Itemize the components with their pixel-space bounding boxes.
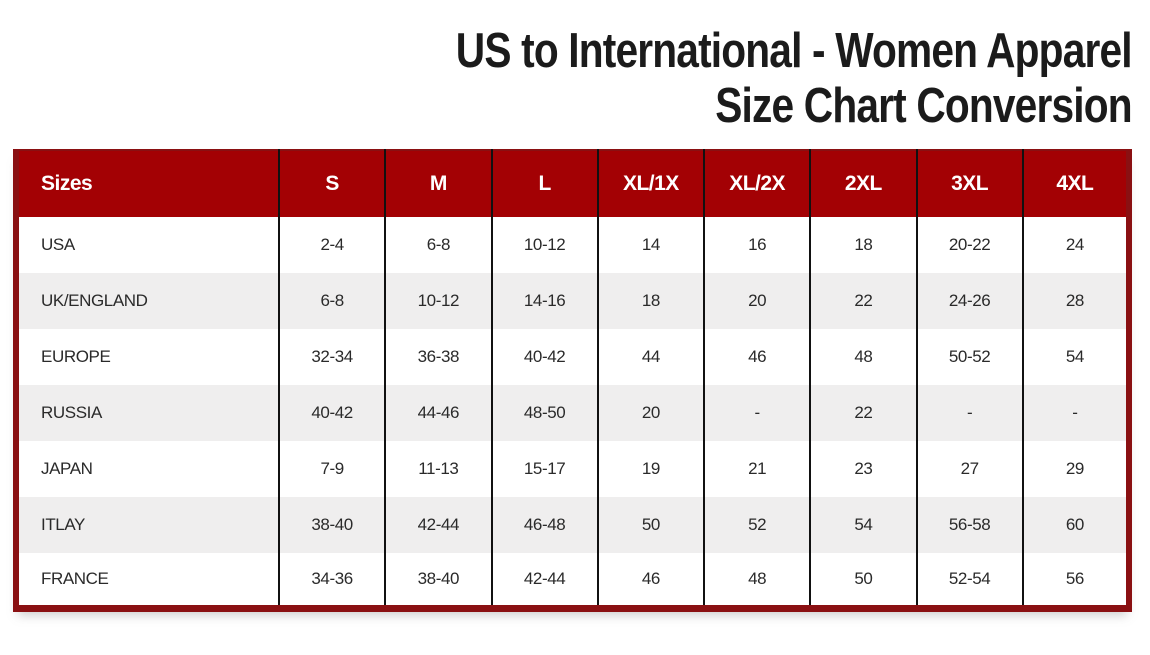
size-cell: 24-26 [915, 272, 1023, 329]
size-cell: 48 [702, 552, 811, 609]
column-header-sizes: Sizes [16, 149, 279, 217]
size-cell: 24 [1021, 216, 1129, 273]
size-cell: 52 [702, 496, 811, 553]
size-cell: 44 [596, 328, 704, 385]
size-cell: 10-12 [384, 272, 492, 329]
table-row: EUROPE 32-34 36-38 40-42 44 46 48 50-52 54 [16, 328, 1129, 385]
table-header: Sizes S M L XL/1X XL/2X 2XL 3XL 4XL [16, 149, 1129, 217]
size-cell: 6-8 [384, 216, 492, 273]
size-cell: 7-9 [277, 440, 386, 497]
row-label: ITLAY [41, 514, 85, 534]
table-row: FRANCE 34-36 38-40 42-44 46 48 50 52-54 56 [16, 552, 1129, 609]
size-cell: 20 [596, 384, 704, 441]
column-header: 3XL [915, 149, 1023, 217]
header-row: Sizes S M L XL/1X XL/2X 2XL 3XL 4XL [16, 149, 1129, 217]
size-cell: 22 [809, 384, 917, 441]
size-cell: 21 [702, 440, 811, 497]
size-cell: 6-8 [277, 272, 386, 329]
table-row: RUSSIA 40-42 44-46 48-50 20-22- - [16, 384, 1129, 441]
size-cell: 54 [809, 496, 917, 553]
column-header: 4XL [1021, 149, 1129, 217]
size-cell: 38-40 [277, 496, 386, 553]
size-cell: 29 [1021, 440, 1129, 497]
size-cell: 52-54 [915, 552, 1023, 609]
column-header: L [490, 149, 598, 217]
title-line-1: US to International - Women Apparel [455, 24, 1133, 78]
size-cell: 22 [809, 272, 917, 329]
table-row: USA 2-4 6-8 10-12 14 16 18 20-22 24 [16, 216, 1129, 273]
size-cell: 20 [702, 272, 811, 329]
row-label: JAPAN [41, 458, 93, 478]
size-cell: 11-13 [384, 440, 492, 497]
size-cell: 46 [596, 552, 704, 609]
size-cell: 14 [596, 216, 704, 273]
page-title: US to International - Women Apparel Size… [196, 0, 1150, 149]
row-label: EUROPE [41, 346, 111, 366]
size-cell: 60 [1021, 496, 1129, 553]
size-cell: 28 [1021, 272, 1129, 329]
row-label: FRANCE [41, 568, 109, 588]
size-cell: 19 [596, 440, 704, 497]
size-cell: - [1021, 384, 1129, 441]
size-cell: 42-44 [490, 552, 598, 609]
table-row: JAPAN 7-9 11-13 15-17 19 21 23 27 29 [16, 440, 1129, 497]
size-cell: 54 [1021, 328, 1129, 385]
row-label: USA [41, 234, 75, 254]
size-cell: 50-52 [915, 328, 1023, 385]
column-header: S [277, 149, 386, 217]
row-label: UK/ENGLAND [41, 290, 148, 310]
size-cell: 23 [809, 440, 917, 497]
size-cell: 34-36 [277, 552, 386, 609]
size-cell: 50 [596, 496, 704, 553]
column-header: M [384, 149, 492, 217]
size-cell: 40-42 [277, 384, 386, 441]
title-line-2: Size Chart Conversion [715, 79, 1132, 134]
size-cell: 56 [1021, 552, 1129, 609]
size-cell: 27 [915, 440, 1023, 497]
size-cell: 42-44 [384, 496, 492, 553]
size-cell: 14-16 [490, 272, 598, 329]
size-cell: 18 [596, 272, 704, 329]
size-cell: - [702, 384, 811, 441]
size-cell: - [915, 384, 1023, 441]
size-cell: 48 [809, 328, 917, 385]
table-body: USA 2-4 6-8 10-12 14 16 18 20-22 24 UK/ENGLAND 6-8… [16, 216, 1129, 609]
size-cell: 56-58 [915, 496, 1023, 553]
size-cell: 16 [702, 216, 811, 273]
table-row: UK/ENGLAND 6-8 10-12 14-16 18 20 22 24-26 28 [16, 272, 1129, 329]
size-cell: 50 [809, 552, 917, 609]
size-cell: 46 [702, 328, 811, 385]
size-cell: 44-46 [384, 384, 492, 441]
size-cell: 32-34 [277, 328, 386, 385]
size-cell: 18 [809, 216, 917, 273]
size-cell: 40-42 [490, 328, 598, 385]
column-header: XL/2X [702, 149, 811, 217]
size-chart-table: Sizes S M L XL/1X XL/2X 2XL 3XL 4XL USA 2-4 6-8 10-… [13, 148, 1132, 613]
size-cell: 20-22 [915, 216, 1023, 273]
table-row: ITLAY 38-40 42-44 46-48 50 52 54 56-58 60 [16, 496, 1129, 553]
size-cell: 2-4 [277, 216, 386, 273]
size-cell: 36-38 [384, 328, 492, 385]
column-header: 2XL [809, 149, 917, 217]
size-cell: 38-40 [384, 552, 492, 609]
size-cell: 10-12 [490, 216, 598, 273]
column-header: XL/1X [596, 149, 704, 217]
size-cell: 48-50 [490, 384, 598, 441]
size-cell: 46-48 [490, 496, 598, 553]
size-cell: 15-17 [490, 440, 598, 497]
row-label: RUSSIA [41, 402, 102, 422]
